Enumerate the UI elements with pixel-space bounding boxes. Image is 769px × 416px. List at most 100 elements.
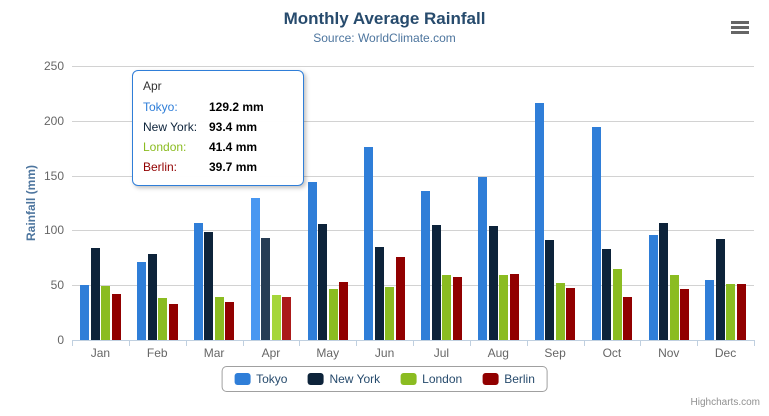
bar-berlin-nov[interactable] (680, 288, 689, 340)
bar-london-jul[interactable] (442, 275, 452, 340)
bar-new-york-sep[interactable] (545, 240, 555, 340)
x-axis-label-nov: Nov (658, 346, 680, 360)
x-axis-tick (185, 341, 187, 346)
tooltip: Apr Tokyo: 129.2 mm New York: 93.4 mm London… (132, 70, 304, 186)
bar-tokyo-aug[interactable] (478, 177, 487, 340)
tooltip-series-value: 93.4 mm (209, 120, 258, 134)
bar-london-oct[interactable] (612, 268, 622, 340)
bar-tokyo-may[interactable] (307, 182, 317, 340)
y-axis-label-50: 50 (50, 278, 64, 293)
y-gridline-50 (72, 285, 754, 287)
x-axis-tick (356, 341, 358, 346)
legend-swatch-london (400, 373, 417, 385)
bar-london-feb[interactable] (158, 297, 167, 340)
bar-london-may[interactable] (328, 288, 338, 340)
legend-label: Berlin (504, 372, 535, 386)
legend-swatch-berlin (482, 373, 499, 385)
bar-new-york-oct[interactable] (602, 248, 612, 340)
y-axis-label-100: 100 (43, 223, 64, 238)
bar-new-york-may[interactable] (318, 223, 327, 340)
bar-london-jun[interactable] (385, 287, 395, 340)
bar-berlin-dec[interactable] (736, 284, 746, 340)
x-axis-label-mar: Mar (203, 346, 225, 360)
bar-tokyo-dec[interactable] (705, 280, 715, 340)
legend-label: Tokyo (256, 372, 288, 386)
y-axis-label-200: 200 (43, 113, 64, 128)
bar-tokyo-apr[interactable] (250, 198, 260, 340)
legend-label: London (422, 372, 463, 386)
bar-new-york-jul[interactable] (431, 224, 441, 340)
bar-tokyo-jun[interactable] (364, 147, 374, 340)
legend-item-tokyo[interactable]: Tokyo (234, 372, 287, 386)
legend-label: New York (329, 372, 381, 386)
bar-berlin-jan[interactable] (111, 293, 121, 340)
bar-london-mar[interactable] (214, 296, 224, 340)
bar-berlin-aug[interactable] (509, 273, 519, 340)
x-axis-label-jan: Jan (90, 346, 111, 360)
bar-berlin-jun[interactable] (395, 257, 405, 340)
bar-tokyo-feb[interactable] (137, 261, 146, 340)
x-axis-tick (640, 341, 642, 346)
bar-berlin-feb[interactable] (168, 303, 178, 340)
y-axis-label-250: 250 (43, 59, 64, 73)
tooltip-header: Apr (143, 79, 162, 93)
bar-london-aug[interactable] (499, 274, 508, 340)
tooltip-rows: Tokyo: 129.2 mm New York: 93.4 mm London: 41.… (143, 97, 293, 177)
x-axis-label-aug: Aug (487, 346, 509, 360)
bar-new-york-dec[interactable] (715, 238, 725, 340)
tooltip-series-value: 39.7 mm (209, 160, 258, 174)
bar-tokyo-mar[interactable] (193, 223, 203, 340)
y-gridline-250 (72, 66, 754, 67)
bar-london-dec[interactable] (726, 283, 736, 340)
bar-tokyo-nov[interactable] (648, 235, 658, 340)
x-axis-label-feb: Feb (146, 346, 168, 360)
bar-berlin-jul[interactable] (452, 277, 462, 340)
bar-berlin-apr[interactable] (282, 296, 292, 340)
x-axis-tick (72, 341, 73, 346)
y-gridline-100 (72, 230, 754, 232)
bar-london-jan[interactable] (101, 286, 111, 340)
credits-link[interactable]: Highcharts.com (690, 397, 760, 408)
x-axis-label-dec: Dec (714, 346, 737, 360)
x-axis-label-sep: Sep (544, 346, 566, 360)
legend-item-new-york[interactable]: New York (307, 372, 380, 386)
y-axis-label-0: 0 (57, 333, 64, 347)
bar-berlin-mar[interactable] (225, 302, 235, 340)
tooltip-row-berlin: Berlin: 39.7 mm (143, 157, 293, 177)
hamburger-menu-icon (730, 20, 750, 34)
legend-item-london[interactable]: London (400, 372, 462, 386)
bar-new-york-aug[interactable] (488, 225, 498, 340)
bar-london-sep[interactable] (555, 282, 565, 340)
bar-new-york-nov[interactable] (659, 223, 668, 340)
bar-berlin-may[interactable] (339, 282, 348, 340)
x-axis-line (72, 340, 755, 341)
x-axis-tick (526, 341, 528, 346)
chart-title: Monthly Average Rainfall (283, 9, 486, 28)
export-menu-button[interactable] (730, 20, 750, 36)
x-axis-tick (128, 341, 130, 346)
y-gridline-200 (72, 120, 754, 122)
bar-new-york-apr[interactable] (261, 237, 271, 340)
bar-tokyo-jul[interactable] (421, 191, 431, 340)
bar-new-york-mar[interactable] (204, 232, 214, 340)
bar-new-york-jan[interactable] (90, 248, 100, 340)
bar-tokyo-sep[interactable] (534, 102, 544, 340)
bar-tokyo-oct[interactable] (591, 127, 601, 340)
tooltip-row-new-york: New York: 93.4 mm (143, 117, 293, 137)
bar-berlin-oct[interactable] (623, 297, 633, 340)
tooltip-series-value: 129.2 mm (209, 100, 264, 114)
x-axis-label-apr: Apr (261, 346, 281, 360)
x-axis-tick (299, 341, 301, 346)
bar-new-york-feb[interactable] (147, 253, 157, 340)
bar-new-york-jun[interactable] (374, 247, 384, 340)
bar-tokyo-jan[interactable] (80, 285, 90, 340)
legend-swatch-tokyo (234, 373, 251, 385)
x-axis-label-may: May (316, 346, 340, 360)
bar-london-nov[interactable] (669, 275, 679, 340)
tooltip-series-label: New York: (143, 120, 198, 134)
bar-london-apr[interactable] (271, 294, 281, 340)
legend-item-berlin[interactable]: Berlin (482, 372, 535, 386)
tooltip-row-tokyo: Tokyo: 129.2 mm (143, 97, 293, 117)
bar-berlin-sep[interactable] (566, 287, 576, 340)
